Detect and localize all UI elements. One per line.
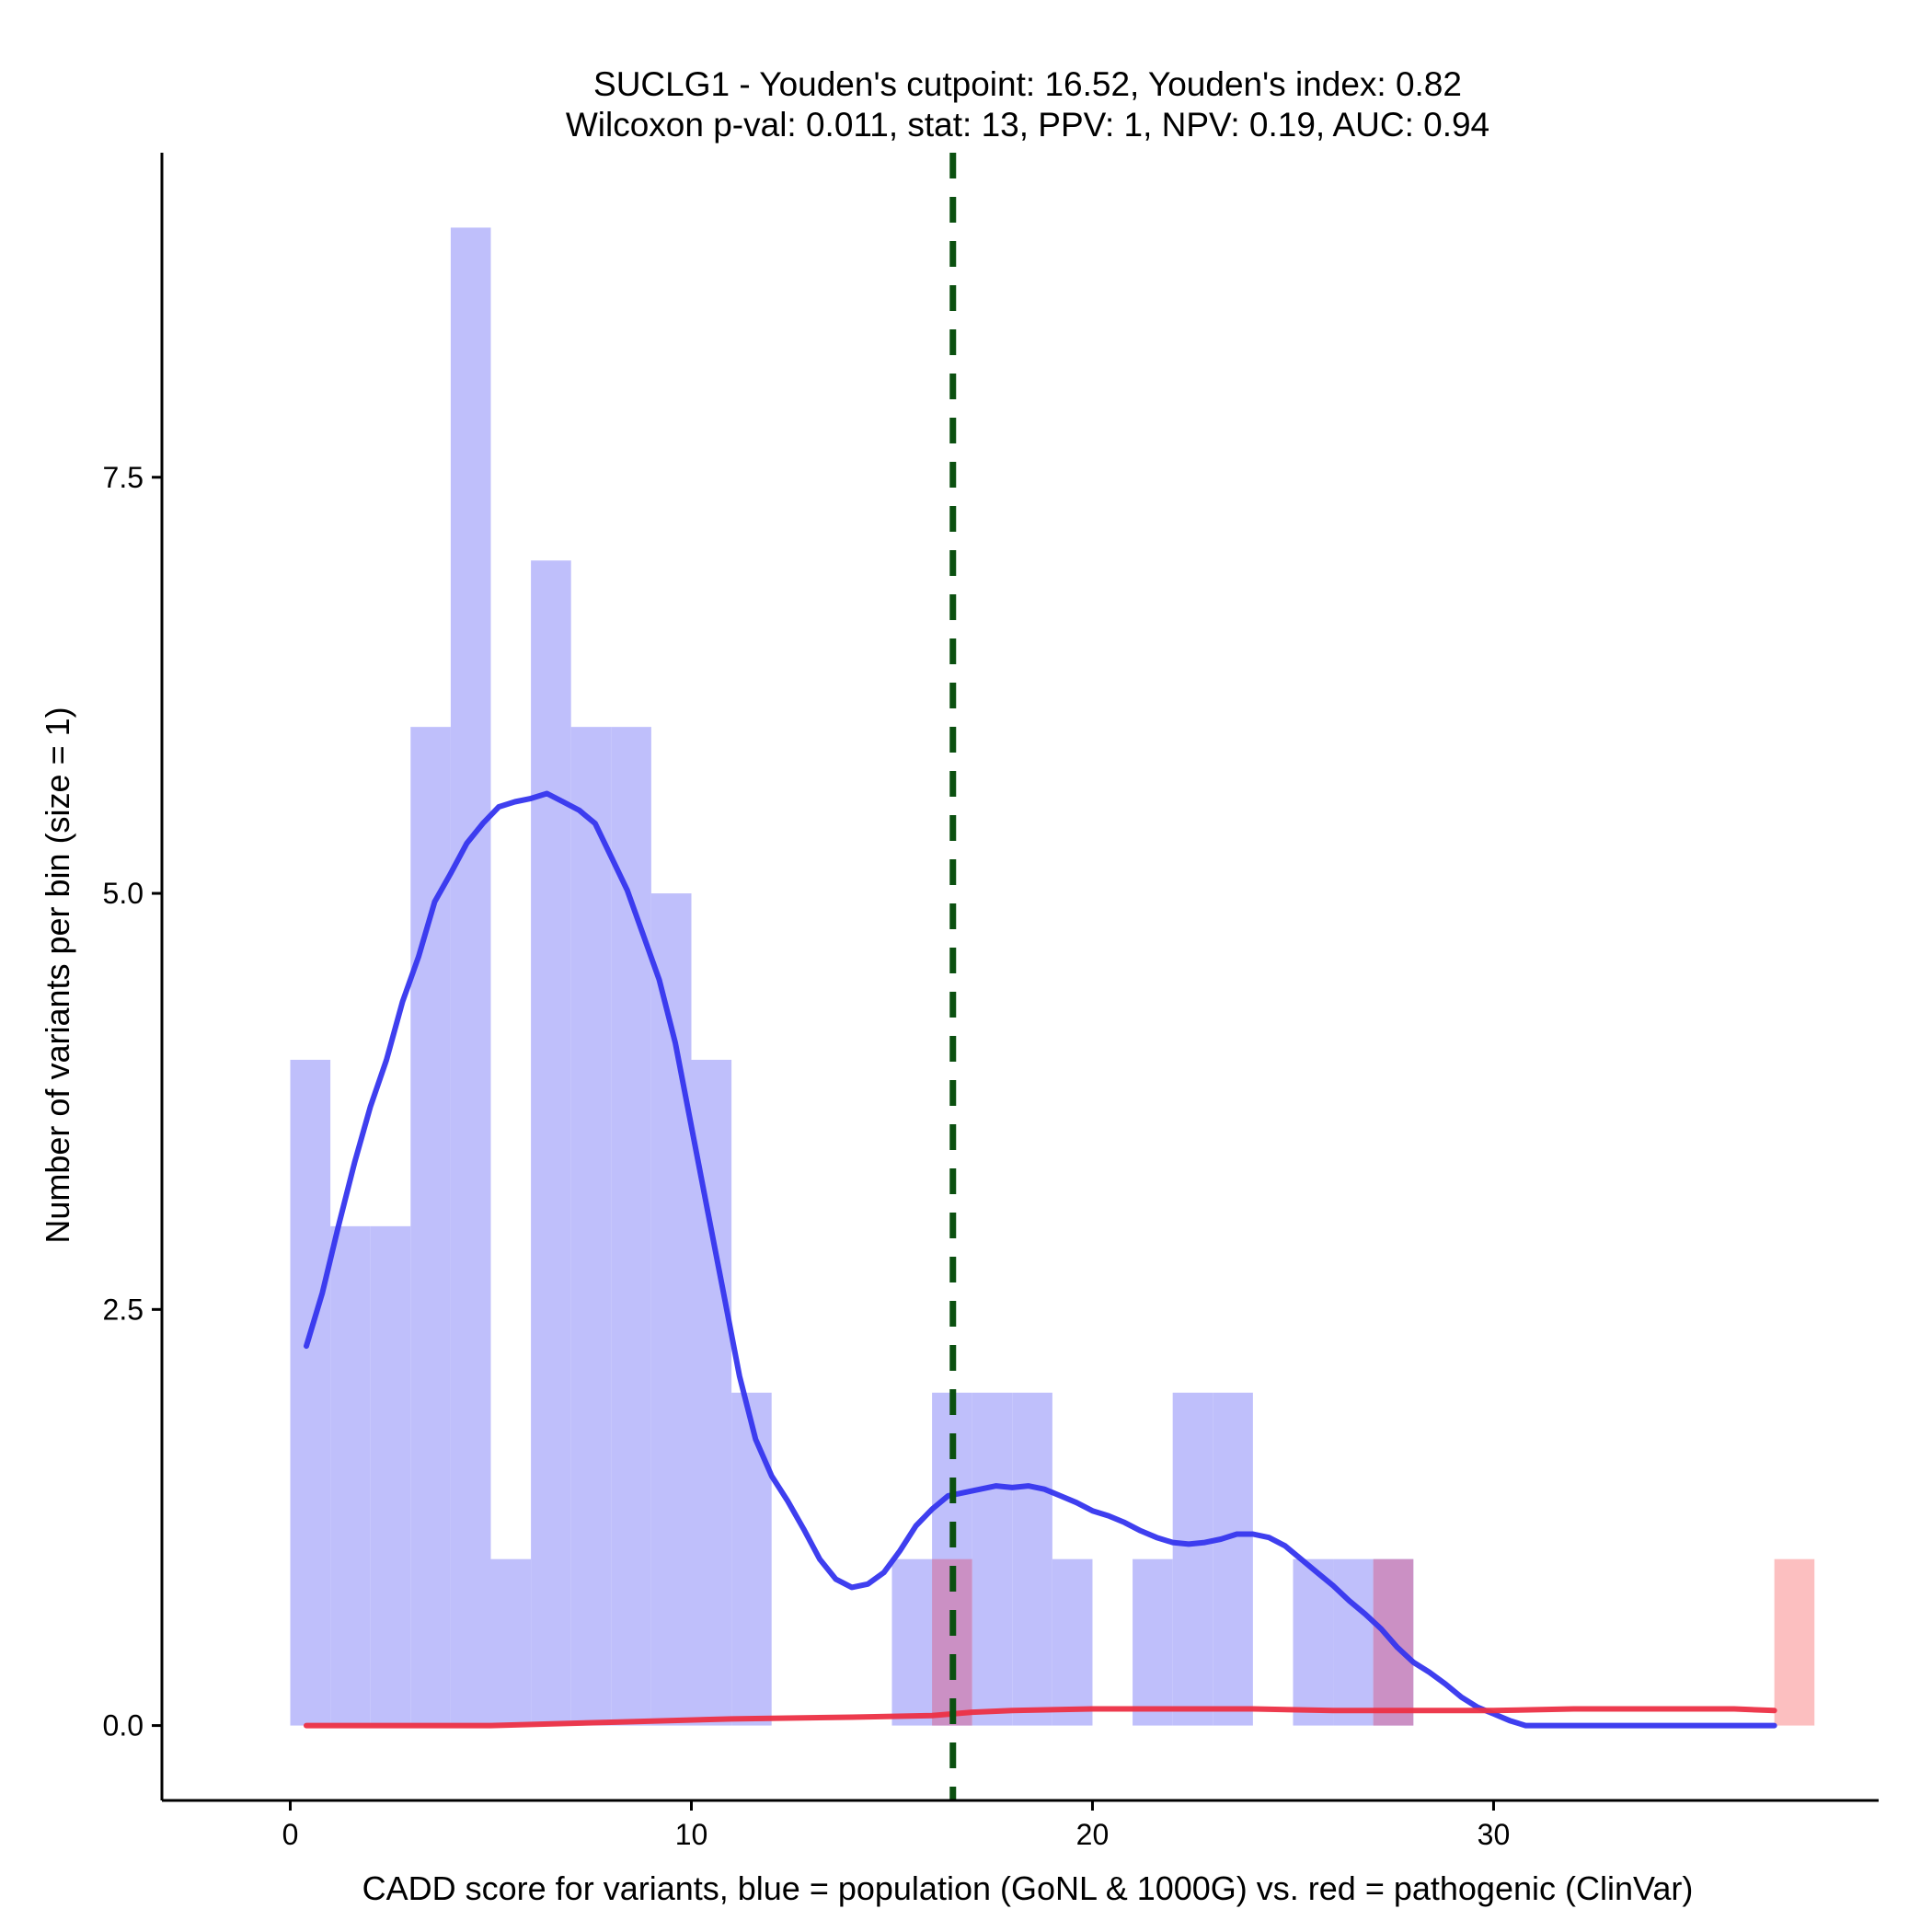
- pathogenic-density-curve: [304, 1706, 1777, 1729]
- y-tick-label: 0.0: [103, 1709, 144, 1742]
- y-axis-title: Number of variants per bin (size = 1): [39, 707, 76, 1243]
- chart-subtitle: Wilcoxon p-val: 0.011, stat: 13, PPV: 1,…: [566, 106, 1489, 144]
- y-tick-label: 2.5: [103, 1293, 144, 1326]
- population-bar: [1012, 1392, 1052, 1726]
- population-bar: [370, 1225, 411, 1726]
- population-bar: [1293, 1558, 1334, 1726]
- population-bar: [410, 727, 451, 1726]
- bars-layer: [290, 227, 1815, 1726]
- x-tick-label: 10: [675, 1818, 708, 1851]
- population-bar: [531, 560, 571, 1726]
- population-bar: [1213, 1392, 1253, 1726]
- population-bar: [731, 1392, 772, 1726]
- y-tick-label: 7.5: [103, 461, 144, 494]
- chart-title: SUCLG1 - Youden's cutpoint: 16.52, Youde…: [593, 65, 1462, 103]
- y-tick-label: 5.0: [103, 877, 144, 910]
- density-layer: [304, 790, 1777, 1729]
- population-bar: [570, 727, 612, 1726]
- population-bar: [1052, 1558, 1093, 1726]
- population-bar: [330, 1225, 371, 1726]
- x-tick-label: 0: [282, 1818, 299, 1851]
- population-bar: [290, 1059, 331, 1726]
- population-density-curve: [304, 790, 1777, 1729]
- population-bar: [891, 1558, 933, 1726]
- population-bar: [972, 1392, 1013, 1726]
- x-axis-title: CADD score for variants, blue = populati…: [362, 1869, 1694, 1907]
- population-bar: [450, 227, 491, 1726]
- population-bar: [490, 1558, 532, 1726]
- population-bar: [611, 727, 651, 1726]
- x-tick-label: 30: [1478, 1818, 1511, 1851]
- population-bar: [1172, 1392, 1213, 1726]
- pathogenic-bar: [1774, 1558, 1815, 1726]
- x-tick-label: 20: [1076, 1818, 1110, 1851]
- x-ticks: 0 10 20 30: [282, 1800, 1511, 1851]
- population-bar: [1133, 1558, 1173, 1726]
- population-bar: [1333, 1558, 1374, 1726]
- axes-layer: [160, 153, 1879, 1802]
- y-ticks: 0.0 2.5 5.0 7.5: [103, 461, 162, 1742]
